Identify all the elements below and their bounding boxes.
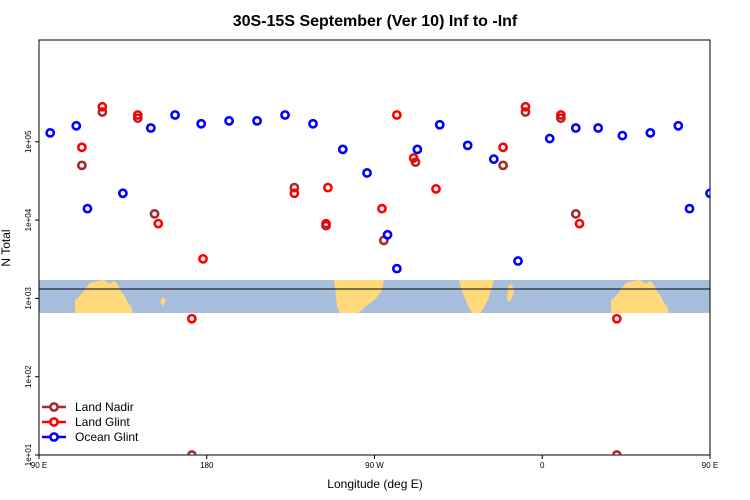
y-tick-label: 1e+05 [24, 130, 33, 153]
legend-label: Land Glint [75, 415, 130, 429]
ocean-glint-point [673, 120, 684, 131]
land-glint-point [377, 203, 387, 214]
land-australia-left [75, 280, 133, 313]
ocean-glint-point [196, 118, 207, 129]
ocean-glint-point [71, 120, 82, 131]
ocean-glint-point [705, 188, 710, 199]
x-tick-label: 0 [540, 461, 545, 470]
ocean-glint-point [117, 188, 128, 199]
land-glint-point [198, 253, 208, 264]
world-map-strip [39, 280, 710, 313]
ocean-glint-point [488, 154, 499, 165]
land-glint-point [391, 110, 402, 120]
land-glint-point [498, 142, 509, 153]
y-tick-label: 1e+04 [24, 208, 33, 231]
y-tick-label: 1e+03 [24, 287, 33, 310]
ocean-glint-point [170, 110, 180, 120]
ocean-glint-point [308, 118, 318, 129]
ocean-glint-point [337, 144, 348, 155]
land-glint-point [431, 184, 441, 194]
legend-label: Land Nadir [75, 400, 134, 414]
land-south-america [334, 280, 384, 313]
land-glint-point [132, 110, 143, 120]
ocean-glint-point [391, 263, 402, 274]
land-nadir-point [149, 208, 160, 219]
ocean-glint-point [434, 119, 445, 130]
land-australia-right [611, 280, 669, 313]
land-nadir-point [186, 450, 197, 455]
legend-entry-ocean-glint: Ocean Glint [42, 430, 139, 444]
y-axis-label: N Total [0, 229, 13, 266]
ocean-glint-point [382, 229, 393, 240]
land-glint-point [321, 218, 331, 229]
ocean-glint-point [145, 123, 156, 133]
ocean-glint-point [280, 110, 290, 120]
x-tick-label: 90 W [365, 461, 384, 470]
land-glint-point [574, 218, 585, 229]
y-tick-label: 1e+01 [24, 443, 33, 466]
land-new-zealand-left [160, 297, 166, 306]
land-glint-point [153, 218, 164, 229]
ocean-glint-point [224, 115, 235, 126]
land-glint-point [97, 101, 108, 112]
x-tick-label: 90 E [31, 461, 47, 470]
land-glint-point [289, 188, 300, 199]
ocean-glint-point [593, 123, 604, 133]
land-nadir-point [289, 182, 300, 193]
land-glint-point [186, 313, 197, 324]
land-glint-point [323, 182, 333, 193]
chart-title: 30S-15S September (Ver 10) Inf to -Inf [233, 13, 518, 30]
ocean-glint-point [513, 256, 523, 266]
land-glint-point [555, 110, 566, 120]
y-tick-label: 1e+02 [24, 365, 33, 388]
land-glint-point [408, 153, 419, 163]
x-tick-label: 180 [200, 461, 214, 470]
land-nadir-point [76, 160, 87, 171]
y-axis: 1e+01 1e+02 1e+03 1e+04 1e+05 [24, 130, 39, 466]
land-nadir-point [611, 450, 622, 455]
ocean-glint-point [412, 144, 423, 155]
legend-entry-land-glint: Land Glint [42, 415, 130, 429]
land-africa [459, 280, 494, 313]
ocean-glint-point [570, 123, 581, 133]
land-nadir-point [570, 208, 581, 219]
land-glint-point [611, 313, 622, 324]
ocean-glint-point [684, 203, 695, 214]
ocean-glint-point [362, 168, 372, 178]
ocean-glint-point [617, 130, 628, 141]
land-glint-point [76, 142, 87, 153]
land-nadir-point [97, 107, 108, 117]
ocean-glint-point [45, 127, 56, 138]
legend-marker [49, 417, 59, 427]
x-axis-label: Longitude (deg E) [327, 477, 422, 491]
ocean-glint-point [462, 140, 473, 151]
ocean-glint-point [252, 115, 262, 126]
ocean-glint-point [645, 127, 656, 138]
legend-entry-land-nadir: Land Nadir [42, 400, 134, 414]
legend-marker [49, 432, 59, 442]
x-tick-label: 90 E [702, 461, 718, 470]
land-nadir-point [498, 160, 509, 171]
land-glint-point [520, 101, 531, 112]
ocean-glint-point [731, 124, 738, 131]
data-points [45, 101, 738, 455]
legend-marker [49, 402, 59, 412]
land-nadir-point [520, 107, 531, 117]
ocean-glint-point [544, 133, 555, 144]
plot-frame [38, 39, 711, 456]
legend-label: Ocean Glint [75, 430, 139, 444]
ocean-glint-point [82, 203, 93, 214]
